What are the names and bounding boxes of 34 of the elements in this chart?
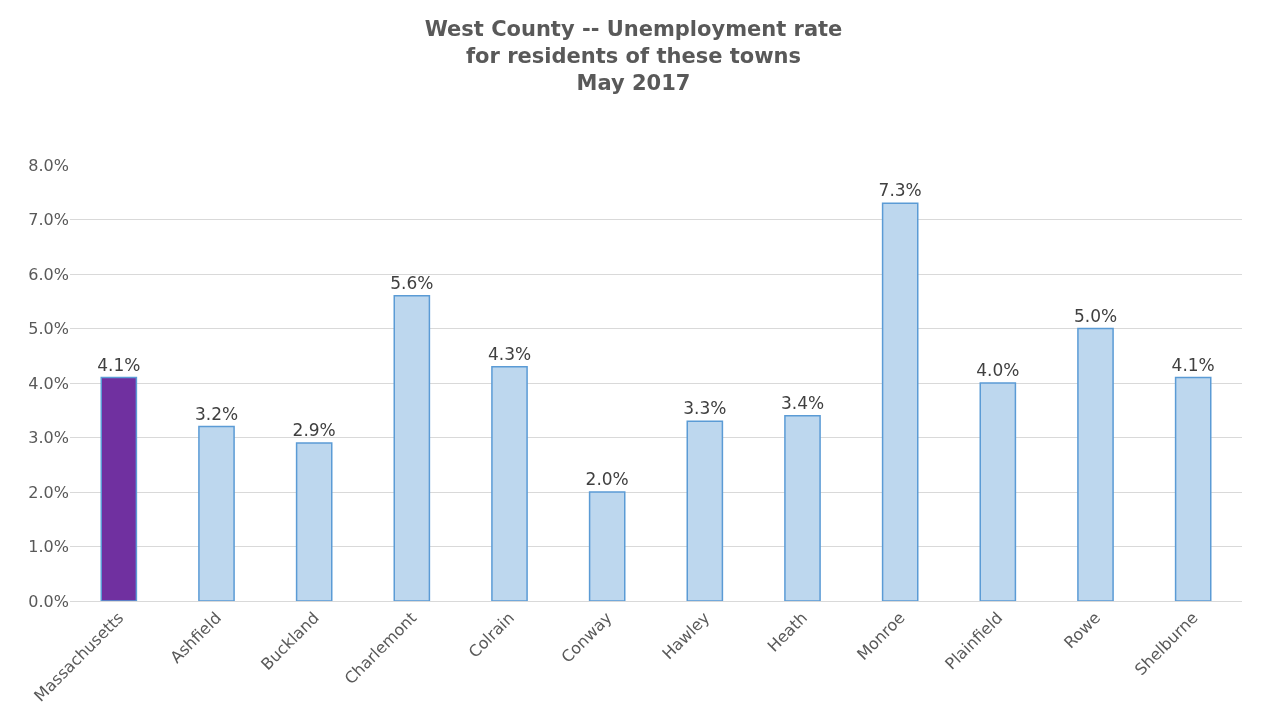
y-tick-label: 5.0% (28, 319, 69, 339)
y-tick-label: 2.0% (28, 482, 69, 502)
data-label: 5.0% (1073, 305, 1118, 326)
bar (491, 365, 528, 601)
data-label: 3.3% (683, 398, 727, 419)
data-label: 7.3% (878, 180, 922, 201)
data-label: 4.1% (97, 354, 141, 375)
bar (881, 202, 919, 601)
data-label: 4.1% (1171, 354, 1215, 375)
bar (100, 376, 138, 601)
y-tick-label: 1.0% (28, 537, 69, 557)
data-label: 4.3% (487, 343, 532, 364)
y-tick-label: 4.0% (28, 373, 69, 393)
bar (1174, 376, 1212, 601)
data-label: 4.0% (976, 360, 1020, 380)
data-label: 2.9% (292, 419, 336, 440)
bar (784, 414, 821, 601)
bar (686, 420, 724, 601)
bar (1077, 327, 1114, 601)
y-tick-label: 7.0% (28, 210, 69, 230)
y-tick-label: 8.0% (28, 155, 69, 175)
bar (198, 425, 235, 601)
data-label: 3.2% (194, 403, 239, 424)
chart-title: West County -- Unemployment rate for residents of these towns May 2017 (424, 16, 843, 96)
data-label: 2.0% (585, 469, 629, 489)
bar (979, 382, 1017, 601)
bar (393, 295, 431, 601)
data-label: 5.6% (390, 272, 434, 293)
data-label: 3.4% (780, 392, 825, 413)
y-tick-label: 0.0% (28, 591, 69, 611)
y-tick-label: 3.0% (28, 428, 69, 448)
bar (295, 442, 333, 601)
y-tick-label: 6.0% (28, 264, 69, 284)
bar (588, 491, 626, 601)
